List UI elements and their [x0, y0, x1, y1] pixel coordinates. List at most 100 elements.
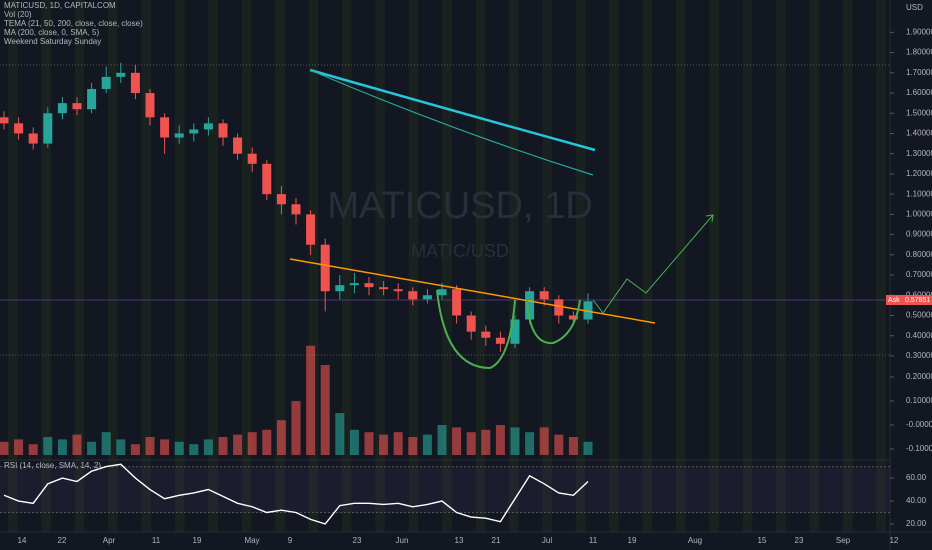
candle-body: [408, 291, 418, 300]
candle-body: [0, 117, 9, 124]
candle-body: [189, 129, 199, 134]
x-tick-label: 19: [193, 536, 202, 545]
weekend-stripe: [542, 0, 552, 532]
chart-title: MATICUSD, 1D, CAPITALCOM: [4, 1, 116, 10]
volume-bar: [218, 436, 228, 455]
volume-bar: [160, 439, 170, 455]
rsi-tick-label: 20.00: [906, 519, 927, 528]
indicator: MA (200, close, 0, SMA, 5): [4, 28, 99, 37]
x-tick-label: 14: [18, 536, 27, 545]
rsi-label: RSI (14, close, SMA, 14, 2): [4, 461, 101, 470]
volume-bar: [393, 432, 403, 455]
x-tick-label: Apr: [103, 536, 116, 545]
candle-body: [349, 283, 359, 286]
price-tag-label-box: [886, 295, 904, 305]
arrow-head: [705, 214, 714, 223]
volume-bar: [43, 436, 53, 455]
weekend-stripe: [41, 0, 51, 532]
candle-body: [233, 137, 243, 154]
volume-tick-label: 0.10000: [906, 396, 932, 405]
volume-tick-label: -0.10000: [906, 444, 932, 453]
candle-body: [145, 93, 155, 118]
volume-bar: [481, 429, 491, 455]
projection-arrow: [592, 214, 714, 314]
volume-bar: [14, 439, 24, 455]
volume-bar: [320, 364, 330, 455]
x-tick-label: Jun: [396, 536, 409, 545]
volume-bar: [452, 427, 462, 455]
volume-bar: [203, 439, 213, 455]
volume-bar: [379, 434, 389, 455]
volume-bar: [349, 429, 359, 455]
weekend-stripe: [742, 0, 753, 532]
rsi-line: [3, 463, 589, 525]
candle-body: [422, 295, 432, 300]
candle-body: [130, 72, 140, 94]
weekend-stripe: [241, 0, 252, 532]
candle-body: [481, 331, 491, 338]
candle-body: [510, 319, 520, 344]
weekend-stripe: [74, 0, 85, 532]
watermark-sub: MATIC/USD: [411, 241, 509, 261]
volume-bar: [525, 432, 535, 455]
weekend-stripe: [342, 0, 352, 532]
volume-bar: [130, 444, 140, 455]
candle-body: [72, 103, 82, 110]
volume-bar: [174, 441, 184, 455]
volume-bar: [291, 400, 301, 455]
volume-tick-label: -0.00000: [906, 420, 932, 429]
price-tag-label: Ask: [888, 297, 900, 304]
candle-body: [247, 153, 257, 164]
weekend-stripe: [843, 0, 853, 532]
cup-drawing: [436, 289, 516, 370]
volume-bar: [189, 444, 199, 455]
weekend-stripe: [108, 0, 118, 532]
indicator: TEMA (21, 50, 200, close, close, close): [4, 19, 143, 28]
weekend-stripe: [676, 0, 686, 532]
x-tick-label: 23: [795, 536, 804, 545]
volume-bar: [364, 432, 374, 455]
weekend-stripe: [442, 0, 452, 532]
neckline: [289, 258, 656, 324]
weekend-stripes: [8, 0, 886, 532]
weekend-stripe: [175, 0, 185, 532]
price-tag-box: [904, 295, 932, 305]
watermark: MATICUSD, 1D: [327, 185, 592, 227]
volume-bar: [466, 432, 476, 455]
volume-bar: [495, 424, 505, 455]
weekend-stripe: [141, 0, 152, 532]
weekend-stripe: [8, 0, 18, 532]
x-tick-label: 9: [288, 536, 293, 545]
candle-body: [495, 337, 505, 344]
candle-body: [583, 301, 593, 320]
x-tick-label: 19: [628, 536, 637, 545]
volume-bar: [72, 434, 82, 455]
candle-body: [320, 244, 330, 292]
rsi-tick-label: 60.00: [906, 473, 927, 482]
candle-body: [291, 204, 301, 215]
volume-bar: [583, 441, 593, 455]
candle-body: [335, 285, 345, 292]
volume-bar: [539, 427, 549, 455]
candle-body: [466, 315, 476, 332]
candle-body: [525, 291, 535, 320]
candle-body: [262, 163, 272, 195]
candle-body: [160, 117, 170, 138]
tema-line: [309, 68, 596, 152]
weekend-stripe: [809, 0, 820, 532]
candle-body: [43, 113, 53, 144]
candle-body: [452, 289, 462, 316]
volume-bar: [116, 439, 126, 455]
candle-body: [203, 123, 213, 130]
x-tick-label: 15: [758, 536, 767, 545]
